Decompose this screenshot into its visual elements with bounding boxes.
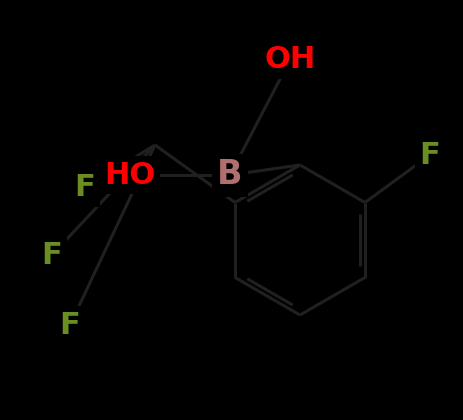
Text: HO: HO [104,160,156,189]
Text: F: F [419,141,440,170]
Text: OH: OH [264,45,316,74]
Text: F: F [42,241,63,270]
Text: B: B [217,158,243,192]
Text: F: F [75,173,95,202]
Text: F: F [60,310,81,339]
